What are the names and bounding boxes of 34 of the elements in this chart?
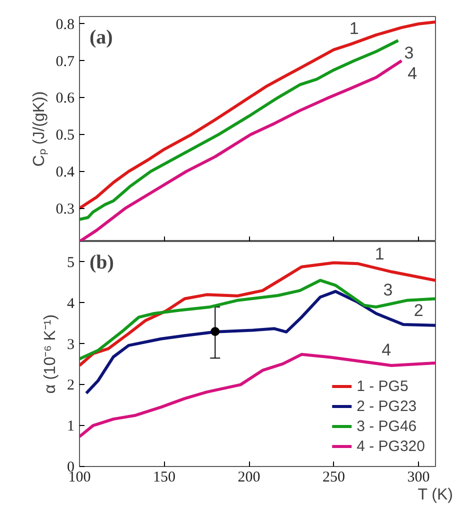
x-axis-title: T (K): [418, 486, 453, 504]
legend-label: 3 - PG46: [356, 418, 417, 434]
legend-label: 2 - PG23: [356, 398, 417, 414]
y-tick-label: 0.8: [56, 16, 74, 33]
legend-label: 4 - PG320: [356, 438, 425, 454]
annotation: 1: [349, 19, 359, 38]
y-tick-label: 4: [67, 296, 75, 312]
annotation: 2: [414, 300, 424, 320]
y-tick-label: 0.3: [56, 201, 74, 218]
x-tick-label: 200: [238, 470, 260, 486]
annotation: 3: [383, 280, 393, 300]
annotation: 1: [374, 244, 384, 264]
y-tick-label: 0.7: [56, 54, 75, 70]
annotation: 4: [408, 64, 418, 83]
x-tick-label: 300: [407, 470, 430, 486]
annotation: 4: [382, 340, 392, 360]
y-tick-label: 0.5: [56, 128, 74, 144]
y-tick-label: 2: [67, 378, 74, 394]
annotation: (b): [90, 252, 114, 274]
y-tick-label: 3: [67, 336, 74, 353]
annotation: (a): [90, 26, 113, 48]
y-axis-title: α (10⁻⁶ K⁻¹): [42, 314, 59, 394]
y-tick-label: 1: [67, 418, 74, 435]
y-axis-title: Cₚ (J/(gK)): [30, 91, 48, 167]
y-tick-label: 0.6: [56, 90, 75, 107]
y-tick-label: 0.4: [56, 164, 75, 180]
line-series: [80, 20, 436, 210]
legend-label: 1 - PG5: [356, 378, 408, 394]
x-tick-label: 150: [153, 470, 176, 486]
x-tick-label: 250: [322, 470, 346, 486]
y-tick-label: 5: [67, 254, 74, 271]
line-series: [80, 59, 404, 241]
annotation: 3: [404, 43, 414, 62]
line-series: [80, 278, 436, 360]
